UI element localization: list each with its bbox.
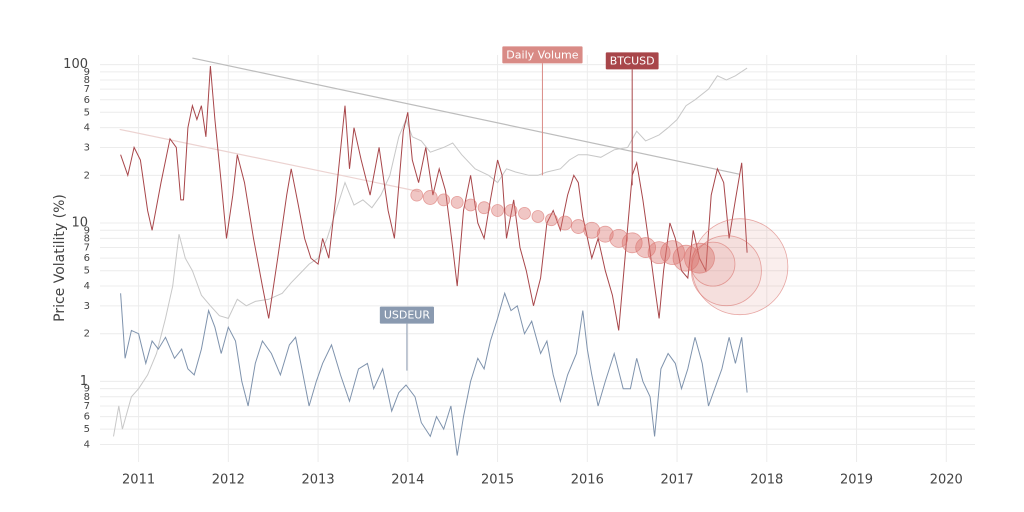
y-tick-label: 5 (84, 266, 90, 277)
y-tick-label: 8 (84, 392, 90, 403)
bubble (437, 193, 451, 207)
bubble (609, 228, 629, 248)
x-tick-label: 2018 (750, 473, 783, 488)
y-tick-label: 6 (84, 412, 90, 423)
series-line (120, 291, 748, 456)
x-tick-label: 2014 (391, 473, 424, 488)
x-tick-label: 2015 (481, 473, 514, 488)
bubble (518, 207, 531, 220)
x-tick-label: 2020 (930, 473, 963, 488)
bubble (491, 204, 504, 217)
bubble (504, 204, 518, 217)
x-tick-label: 2016 (571, 473, 604, 488)
annotation-text: Daily Volume (506, 48, 578, 61)
bubble (557, 215, 573, 231)
y-tick-label: 3 (84, 142, 90, 153)
bubble (596, 225, 614, 243)
y-tick-label: 100 (63, 57, 88, 72)
y-tick-label: 7 (84, 84, 90, 95)
bubble (621, 232, 643, 254)
bubble (477, 201, 491, 215)
annotation-text: BTCUSD (610, 54, 655, 67)
trend-line (192, 57, 741, 175)
bubble (672, 244, 700, 272)
bubble (450, 195, 464, 209)
y-tick-label: 7 (84, 243, 90, 254)
bubble (647, 241, 671, 265)
annotation-box (502, 46, 583, 64)
annotation-text: USDEUR (384, 309, 431, 322)
plot-area (113, 57, 789, 456)
y-tick-label: 10 (71, 216, 88, 231)
x-tick-label: 2011 (122, 473, 155, 488)
y-tick-label: 2 (84, 329, 90, 340)
bubble (422, 190, 438, 205)
bubble (464, 198, 478, 212)
trend-line (119, 128, 420, 193)
y-tick-label: 6 (84, 95, 90, 106)
y-tick-label: 9 (84, 384, 90, 395)
x-tick-label: 2013 (302, 473, 335, 488)
bubble (531, 210, 545, 223)
x-tick-label: 2019 (840, 473, 873, 488)
y-tick-label: 5 (84, 107, 90, 118)
bubble (583, 221, 601, 239)
y-tick-label: 5 (84, 424, 90, 435)
x-tick-label: 2017 (661, 473, 694, 488)
series-line (113, 67, 748, 437)
y-tick-label: 4 (84, 281, 90, 292)
bubble (691, 218, 789, 316)
y-tick-label: 9 (84, 225, 90, 236)
bubble (570, 219, 586, 234)
y-tick-label: 4 (84, 439, 90, 450)
y-tick-label: 7 (84, 401, 90, 412)
bubble (660, 240, 685, 266)
y-axis-title: Price Volatility (%) (52, 194, 68, 322)
y-tick-label: 1 (80, 374, 88, 389)
series-line (120, 65, 748, 331)
annotation-box (605, 52, 659, 70)
y-tick-label: 3 (84, 301, 90, 312)
bubble (690, 241, 736, 287)
annotation-box (379, 306, 435, 324)
y-tick-label: 2 (84, 170, 90, 181)
bubble (545, 213, 558, 227)
y-tick-label: 4 (84, 123, 90, 134)
x-tick-label: 2012 (212, 473, 245, 488)
y-tick-label: 9 (84, 67, 90, 78)
bubble (635, 237, 657, 258)
y-tick-label: 6 (84, 253, 90, 264)
y-tick-label: 8 (84, 75, 90, 86)
bubble (410, 188, 424, 202)
y-tick-label: 8 (84, 233, 90, 244)
bubble (691, 235, 762, 307)
